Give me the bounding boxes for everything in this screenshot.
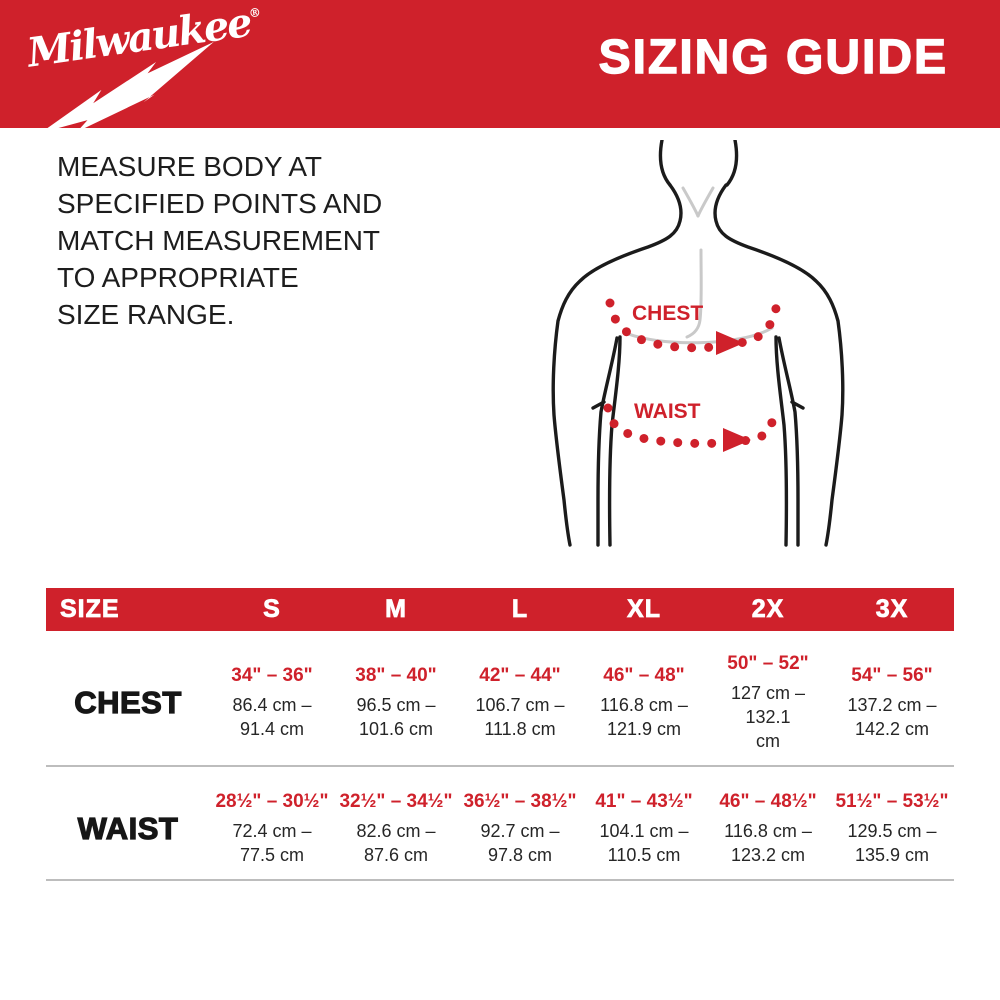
intro-line: SPECIFIED POINTS AND xyxy=(57,188,383,219)
cm-range: 106.7 cm – 111.8 cm xyxy=(475,695,565,739)
inches-range: 46" – 48½" xyxy=(719,791,817,812)
table-row-chest: CHEST 34" – 36" 86.4 cm – 91.4 cm 38" – … xyxy=(46,631,954,765)
intro-line: SIZE RANGE. xyxy=(57,299,235,330)
column-header-3x: 3X xyxy=(875,595,909,624)
lightning-bolt-icon xyxy=(40,41,214,133)
banner: Milwaukee® SIZING GUIDE xyxy=(0,0,1000,133)
cm-range: 116.8 cm – 121.9 cm xyxy=(600,695,688,739)
inches-range: 54" – 56" xyxy=(851,665,933,686)
chest-cell-2x: 50" – 52" 127 cm – 132.1 cm xyxy=(706,653,830,753)
inches-range: 50" – 52" xyxy=(727,653,809,674)
column-header-m: M xyxy=(385,595,407,624)
inches-range: 38" – 40" xyxy=(355,665,437,686)
inches-range: 28½" – 30½" xyxy=(215,791,329,812)
waist-measure-line xyxy=(603,403,780,452)
cm-range: 104.1 cm – 110.5 cm xyxy=(599,821,689,865)
cm-range: 127 cm – 132.1 cm xyxy=(730,683,806,751)
row-label-chest: CHEST xyxy=(74,684,182,720)
cm-range: 82.6 cm – 87.6 cm xyxy=(356,821,436,865)
inches-range: 34" – 36" xyxy=(231,665,313,686)
inches-range: 51½" – 53½" xyxy=(835,791,949,812)
waist-cell-l: 36½" – 38½" 92.7 cm – 97.8 cm xyxy=(458,791,582,867)
column-header-2x: 2X xyxy=(751,595,785,624)
waist-arrow-icon xyxy=(723,428,751,452)
row-divider xyxy=(46,765,954,767)
cm-range: 129.5 cm – 135.9 cm xyxy=(847,821,937,865)
waist-cell-3x: 51½" – 53½" 129.5 cm – 135.9 cm xyxy=(830,791,954,867)
chest-cell-3x: 54" – 56" 137.2 cm – 142.2 cm xyxy=(830,665,954,741)
cm-range: 116.8 cm – 123.2 cm xyxy=(724,821,812,865)
chest-measure-label: CHEST xyxy=(632,302,703,325)
torso-illustration-icon: CHEST WAIST xyxy=(551,140,845,547)
size-header: SIZE xyxy=(60,595,120,624)
waist-cell-2x: 46" – 48½" 116.8 cm – 123.2 cm xyxy=(706,791,830,867)
intro-line: TO APPROPRIATE xyxy=(57,262,299,293)
table-header-row: SIZE S M L XL 2X 3X xyxy=(46,588,954,631)
column-header-l: L xyxy=(511,595,529,624)
size-table: SIZE S M L XL 2X 3X CHEST 34" – 36" 86.4… xyxy=(46,588,954,881)
cm-range: 137.2 cm – 142.2 cm xyxy=(847,695,937,739)
inches-range: 41" – 43½" xyxy=(595,791,693,812)
intro-text: MEASURE BODY AT SPECIFIED POINTS AND MAT… xyxy=(57,148,382,333)
intro-line: MEASURE BODY AT xyxy=(57,151,323,182)
registered-trademark: ® xyxy=(247,5,262,21)
inches-range: 32½" – 34½" xyxy=(339,791,453,812)
inches-range: 36½" – 38½" xyxy=(463,791,577,812)
intro-line: MATCH MEASUREMENT xyxy=(57,225,381,256)
chest-cell-xl: 46" – 48" 116.8 cm – 121.9 cm xyxy=(582,665,706,741)
row-label-waist: WAIST xyxy=(77,810,179,846)
page-title: SIZING GUIDE xyxy=(598,30,948,84)
cm-range: 96.5 cm – 101.6 cm xyxy=(356,695,436,739)
waist-cell-s: 28½" – 30½" 72.4 cm – 77.5 cm xyxy=(210,791,334,867)
body-diagram: CHEST WAIST xyxy=(520,140,940,570)
chest-cell-m: 38" – 40" 96.5 cm – 101.6 cm xyxy=(334,665,458,741)
cm-range: 86.4 cm – 91.4 cm xyxy=(232,695,312,739)
cm-range: 92.7 cm – 97.8 cm xyxy=(480,821,560,865)
chest-cell-s: 34" – 36" 86.4 cm – 91.4 cm xyxy=(210,665,334,741)
column-header-s: S xyxy=(263,595,281,624)
table-row-waist: WAIST 28½" – 30½" 72.4 cm – 77.5 cm 32½"… xyxy=(46,767,954,879)
waist-cell-m: 32½" – 34½" 82.6 cm – 87.6 cm xyxy=(334,791,458,867)
chest-arrow-icon xyxy=(716,331,744,355)
waist-cell-xl: 41" – 43½" 104.1 cm – 110.5 cm xyxy=(582,791,706,867)
brand-logo: Milwaukee® xyxy=(23,0,262,133)
column-header-xl: XL xyxy=(627,595,661,624)
waist-measure-label: WAIST xyxy=(634,400,701,423)
row-divider xyxy=(46,879,954,881)
inches-range: 46" – 48" xyxy=(603,665,685,686)
chest-cell-l: 42" – 44" 106.7 cm – 111.8 cm xyxy=(458,665,582,741)
chest-measure-line xyxy=(605,298,782,355)
cm-range: 72.4 cm – 77.5 cm xyxy=(232,821,312,865)
inches-range: 42" – 44" xyxy=(479,665,561,686)
